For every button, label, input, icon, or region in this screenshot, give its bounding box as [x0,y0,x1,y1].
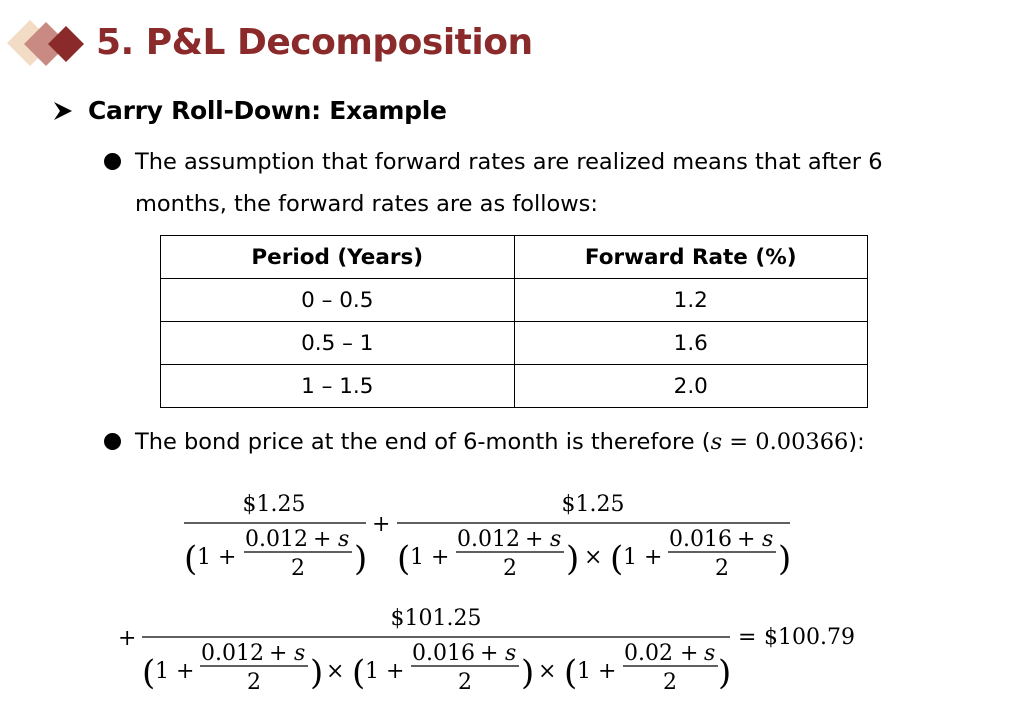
term3-rate-plus-3: + [680,641,698,666]
term3-one-3: 1 [577,659,591,684]
period-cell: 0 – 0.5 [160,278,515,322]
term2-denominator-1: 2 [503,556,517,581]
term2-one-2: 1 [623,545,637,570]
term3-denominator-1: 2 [247,670,261,695]
bullet-text-after: ): [848,429,865,455]
bullet-dot-icon [104,153,121,170]
term3-plus-2: + [386,659,404,684]
table-row: 0.5 – 1 1.6 [160,321,868,365]
term3-rate-plus-1: + [269,641,287,666]
term3-rate-2: 0.016 [412,641,475,666]
section-heading-row: Carry Roll-Down: Example [52,96,447,125]
term2-plus-2: + [644,545,662,570]
term1-var: s [338,527,349,552]
forward-rate-table: Period (Years) Forward Rate (%) 0 – 0.5 … [160,235,868,408]
bullet-bond-price: The bond price at the end of 6-month is … [104,421,964,463]
section-heading: Carry Roll-Down: Example [88,96,447,125]
term3-denominator-3: 2 [663,670,677,695]
term2-times: × [584,545,602,570]
term2-one-1: 1 [410,545,424,570]
term3-rate-3: 0.02 [624,641,673,666]
term3-plus-3: + [598,659,616,684]
term2-rate-1: 0.012 [457,527,520,552]
formula-term-1: $1.25 ( 1 + 0.012 + s 2 ) [184,492,367,581]
bullet-text: The bond price at the end of 6-month is … [135,421,964,463]
term1-lparen: ( [184,539,197,579]
term3-times-1: × [326,659,344,684]
term3-var-2: s [505,641,516,666]
term1-rate-plus: + [313,527,331,552]
column-header-forward-rate: Forward Rate (%) [513,235,868,279]
term2-numerator: $1.25 [562,492,625,517]
term3-plus-1: + [176,659,194,684]
term2-denominator-2: 2 [715,556,729,581]
term2-var-1: s [550,527,561,552]
term3-one-2: 1 [365,659,379,684]
term3-rate-plus-2: + [480,641,498,666]
term3-times-2: × [538,659,556,684]
period-cell: 0.5 – 1 [160,321,515,365]
formula-plus-2: + [118,626,136,651]
rate-cell: 2.0 [513,364,868,408]
term1-numerator: $1.25 [243,492,306,517]
term1-rparen: ) [354,539,367,579]
table-row: 0 – 0.5 1.2 [160,278,868,322]
page-title: 5. P&L Decomposition [96,22,533,63]
term3-rparen-3: ) [718,653,731,693]
bond-price-formula: $1.25 ( 1 + 0.012 + s 2 ) + $1.25 ( 1 + … [118,492,855,695]
term2-lparen-1: ( [397,539,410,579]
term3-rate-1: 0.012 [201,641,264,666]
formula-plus-1: + [372,512,390,537]
table-row: 1 – 1.5 2.0 [160,364,868,408]
term2-var-2: s [762,527,773,552]
spread-variable: s [710,429,723,455]
formula-term-2: $1.25 ( 1 + 0.012 + s 2 ) × ( 1 + 0.016 … [397,492,791,581]
term3-one-1: 1 [155,659,169,684]
term1-rate: 0.012 [245,527,308,552]
bullet-dot-icon [104,433,121,450]
term3-var-3: s [704,641,715,666]
period-cell: 1 – 1.5 [160,364,515,408]
spread-value: = 0.00366 [722,429,849,455]
rate-cell: 1.2 [513,278,868,322]
table-header-row: Period (Years) Forward Rate (%) [160,235,868,279]
term3-lparen-1: ( [142,653,155,693]
term1-plus: + [218,545,236,570]
bond-price-result: $100.79 [764,625,855,650]
term2-rparen-2: ) [778,539,791,579]
term3-lparen-3: ( [564,653,577,693]
term1-one: 1 [197,545,211,570]
arrow-bullet-icon [54,101,72,120]
rate-cell: 1.6 [513,321,868,365]
term3-rparen-1: ) [310,653,323,693]
term3-numerator: $101.25 [391,606,482,631]
term2-rate-plus-1: + [525,527,543,552]
term2-plus-1: + [431,545,449,570]
column-header-period: Period (Years) [160,235,515,279]
term3-var-1: s [294,641,305,666]
title-logo-diamonds-icon [7,20,84,66]
term2-rate-plus-2: + [737,527,755,552]
formula-equals: = [738,625,756,650]
term3-rparen-2: ) [521,653,534,693]
bullet-text-before: The bond price at the end of 6-month is … [135,429,711,455]
term3-denominator-2: 2 [458,670,472,695]
bullet-text: The assumption that forward rates are re… [135,149,883,217]
term2-rate-2: 0.016 [669,527,732,552]
term3-lparen-2: ( [352,653,365,693]
term2-rparen-1: ) [566,539,579,579]
term2-lparen-2: ( [610,539,623,579]
term1-denominator: 2 [291,556,305,581]
bullet-forward-rates: The assumption that forward rates are re… [104,141,964,225]
formula-term-3: + $101.25 ( 1 + 0.012 + s 2 ) × ( 1 + 0.… [118,606,731,695]
